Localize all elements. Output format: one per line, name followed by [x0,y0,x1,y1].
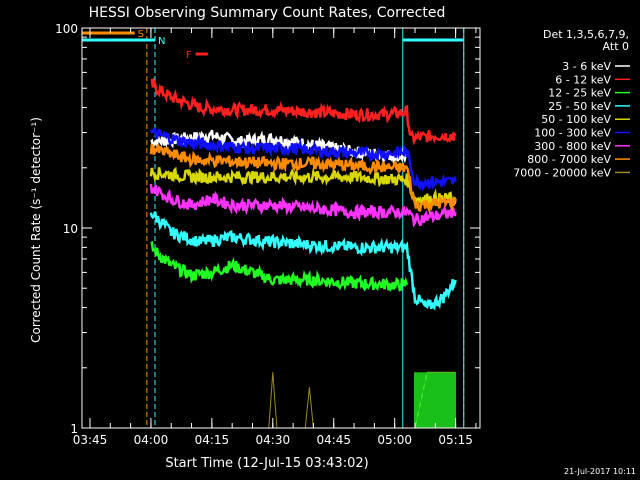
legend-label-6-12-kev: 6 - 12 keV [555,73,611,86]
legend-label-100-300-kev: 100 - 300 keV [534,127,611,140]
y-tick-label-1: 1 [70,422,78,436]
plot-clipped-group [82,28,465,428]
axes: 03:45 04:00 04:15 04:30 04:45 05:00 05:15 1 10 10… [55,22,481,447]
legend-header-line-1: Det 1,3,5,6,7,9, [543,28,629,41]
y-tick-label-10: 10 [63,222,78,236]
legend-label-7000-20000-kev: 7000 - 20000 keV [513,166,611,179]
legend-header-line-2: Att 0 [603,40,629,53]
legend-label-3-6-kev: 3 - 6 keV [562,60,611,73]
series-line-6-12-kev [150,76,457,146]
flag-label-n: N [158,36,165,47]
series-line-50-100-kev [149,166,457,207]
y-tick-label-100: 100 [55,22,78,36]
x-tick-label-03-45: 03:45 [73,433,108,447]
series-line-12-25-kev [150,240,409,293]
flag-label-f: F [186,50,192,61]
series-line-300-800-kev [149,183,457,228]
chart-title: HESSI Observing Summary Count Rates, Cor… [89,5,446,21]
x-tick-label-04-15: 04:15 [195,433,230,447]
legend-label-50-100-kev: 50 - 100 keV [541,113,611,126]
x-tick-label-05-00: 05:00 [377,433,412,447]
x-tick-label-05-15: 05:15 [438,433,473,447]
legend-label-12-25-kev: 12 - 25 keV [548,87,611,100]
legend-label-800-7000-kev: 800 - 7000 keV [527,153,611,166]
flag-label-s: S [138,29,144,40]
series-line-800-7000-kev [149,143,457,215]
y-axis-label: Corrected Count Rate (s⁻¹ detector⁻¹) [29,117,43,343]
series-line-25-50-kev [149,211,457,311]
legend-label-300-800-kev: 300 - 800 keV [534,140,611,153]
x-tick-label-04-00: 04:00 [134,433,169,447]
x-tick-label-04-30: 04:30 [256,433,291,447]
legend-label-25-50-kev: 25 - 50 keV [548,100,611,113]
series-line-100-300-kev [149,127,457,192]
plot-area: S N F [82,28,465,428]
x-axis-label: Start Time (12-Jul-15 03:43:02) [165,456,368,471]
footer-date: 21-Jul-2017 10:11 [564,467,636,476]
x-tick-label-04-45: 04:45 [316,433,351,447]
